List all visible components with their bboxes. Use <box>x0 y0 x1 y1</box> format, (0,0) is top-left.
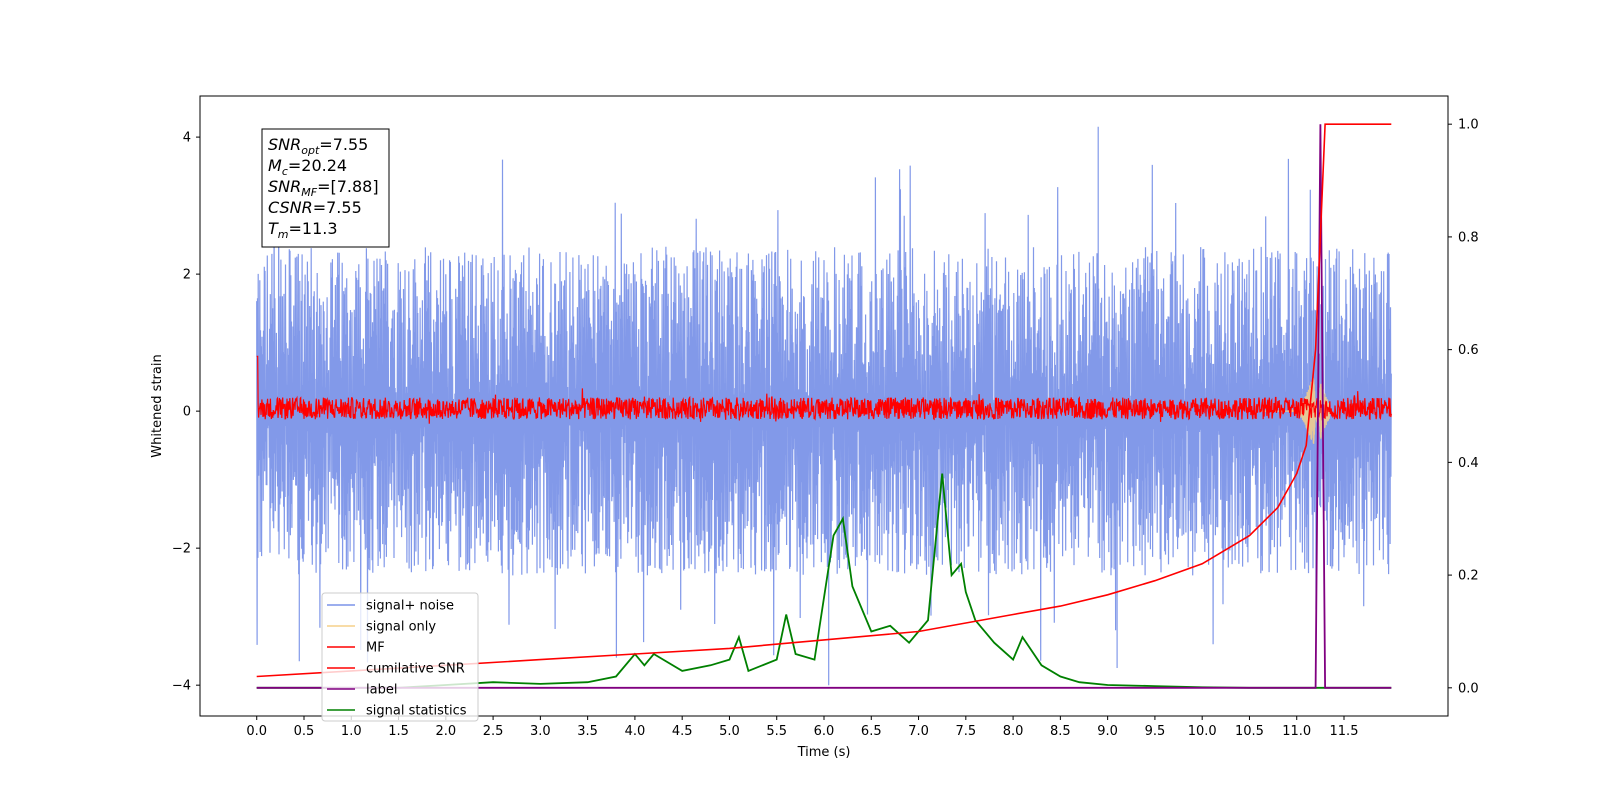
legend-label: label <box>366 683 397 698</box>
x-tick-label: 1.5 <box>388 724 409 739</box>
x-tick-label: 5.0 <box>719 724 740 739</box>
y-left-tick-label: 4 <box>183 131 191 146</box>
x-axis-label: Time (s) <box>797 745 851 760</box>
info-box-line: SNRopt=7.55 <box>268 135 368 157</box>
info-box-line: Mc=20.24 <box>268 156 347 178</box>
y-left-tick-label: 0 <box>183 405 191 420</box>
info-box: SNRopt=7.55Mc=20.24SNRMF=[7.88]CSNR=7.55… <box>261 128 390 248</box>
legend-frame <box>321 592 479 722</box>
legend-label: signal+ noise <box>366 599 454 614</box>
x-tick-label: 5.5 <box>766 724 787 739</box>
y-left-tick-label: −2 <box>172 542 191 557</box>
legend: signal+ noise signal only MF cumilative SNR… <box>321 592 479 722</box>
y-right-tick-label: 0.4 <box>1458 456 1479 471</box>
x-tick-label: 3.5 <box>577 724 598 739</box>
x-tick-label: 6.0 <box>814 724 835 739</box>
series-label <box>256 124 1392 689</box>
info-box-line: Tm=11.3 <box>268 219 338 241</box>
y-right-tick-label: 0.6 <box>1458 343 1479 358</box>
x-tick-label: 9.0 <box>1097 724 1118 739</box>
y-left-tick-label: 2 <box>183 268 191 283</box>
y-right-tick-label: 1.0 <box>1458 118 1479 133</box>
x-tick-label: 7.0 <box>908 724 929 739</box>
x-tick-label: 2.0 <box>435 724 456 739</box>
info-box-frame <box>261 128 390 248</box>
y-left-tick-label: −4 <box>172 679 191 694</box>
axes-layer: 0.0 0.5 1.0 1.5 2.0 2.5 3.0 3.5 4.0 4.5 5.0 5.5 6.0 6… <box>172 118 1479 739</box>
data-layer <box>256 123 1392 689</box>
y-axis-label: Whitened strain <box>150 354 165 457</box>
series-mf <box>256 355 1392 424</box>
x-tick-label: 0.5 <box>294 724 315 739</box>
x-tick-label: 8.0 <box>1003 724 1024 739</box>
legend-label: MF <box>366 641 385 656</box>
y-right-tick-label: 0.0 <box>1458 681 1479 696</box>
x-tick-label: 8.5 <box>1050 724 1071 739</box>
x-tick-label: 11.5 <box>1330 724 1359 739</box>
series-cumilative-snr <box>256 123 1392 678</box>
x-tick-label: 0.0 <box>246 724 267 739</box>
info-box-line: SNRMF=[7.88] <box>268 177 379 199</box>
x-tick-label: 4.5 <box>672 724 693 739</box>
series-signal-noise <box>256 126 1392 686</box>
x-tick-label: 10.0 <box>1188 724 1217 739</box>
y-right-tick-label: 0.8 <box>1458 230 1479 245</box>
x-tick-label: 4.0 <box>625 724 646 739</box>
x-tick-label: 10.5 <box>1235 724 1264 739</box>
x-tick-label: 9.5 <box>1145 724 1166 739</box>
legend-label: signal only <box>366 620 436 635</box>
x-tick-label: 2.5 <box>483 724 504 739</box>
x-tick-label: 6.5 <box>861 724 882 739</box>
y-right-tick-label: 0.2 <box>1458 569 1479 584</box>
x-tick-label: 1.0 <box>341 724 362 739</box>
series-signal-statistics <box>256 473 1392 689</box>
x-tick-label: 7.5 <box>955 724 976 739</box>
info-box-line: CSNR=7.55 <box>268 198 362 217</box>
x-tick-label: 3.0 <box>530 724 551 739</box>
legend-label: signal statistics <box>366 704 467 719</box>
legend-label: cumilative SNR <box>366 662 465 677</box>
x-tick-label: 11.0 <box>1282 724 1311 739</box>
